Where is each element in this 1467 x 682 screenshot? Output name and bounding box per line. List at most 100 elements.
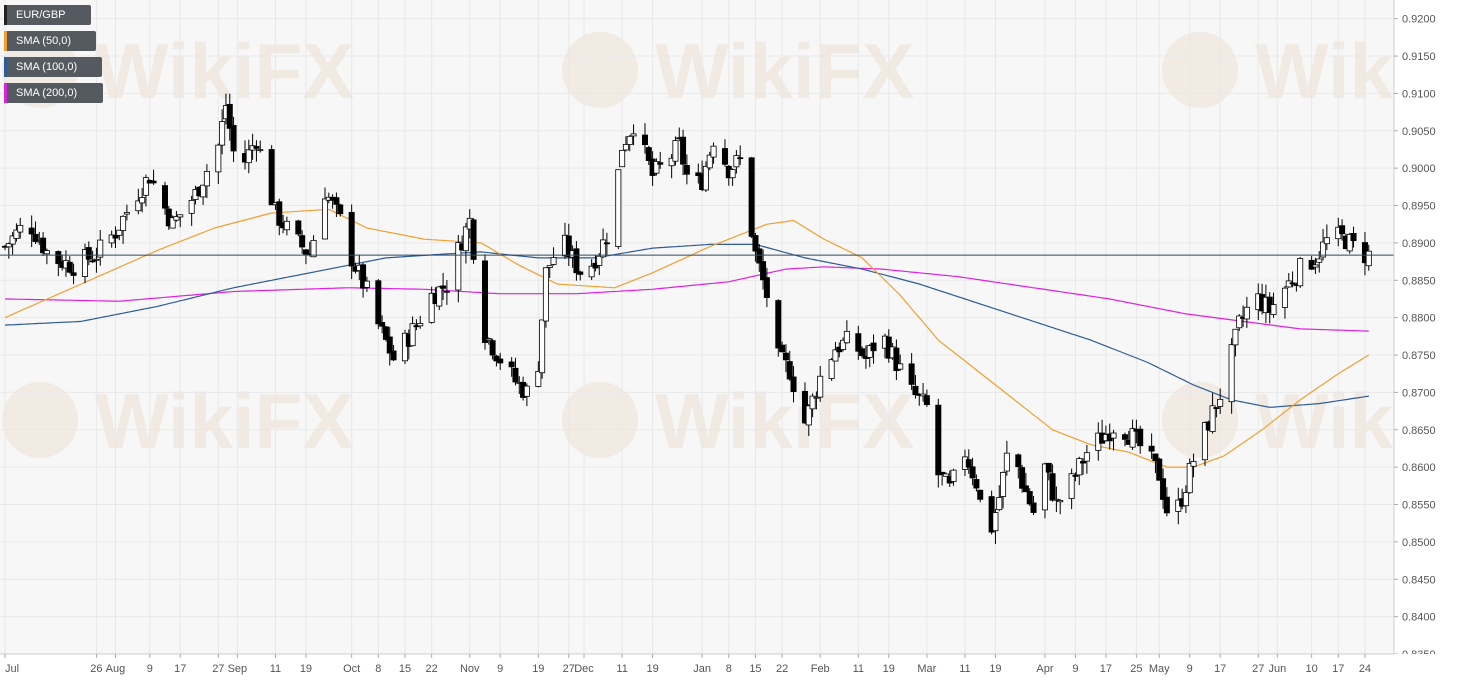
candle-body xyxy=(1346,233,1353,252)
candle-body xyxy=(135,200,142,212)
up-candle xyxy=(996,485,1003,512)
candle-body xyxy=(1312,264,1319,268)
down-candle xyxy=(302,249,309,265)
y-tick-label: 0.9200 xyxy=(1402,14,1436,26)
down-candle xyxy=(66,256,73,274)
watermark-logo-icon xyxy=(1162,32,1238,108)
up-candle xyxy=(5,242,12,259)
down-candle xyxy=(893,339,900,381)
candle-body xyxy=(1152,453,1159,461)
down-candle xyxy=(375,279,382,330)
candle-body xyxy=(779,344,786,353)
sma200-path xyxy=(5,266,1369,332)
candle-body xyxy=(299,235,306,248)
legend-sma200-label: SMA (200,0) xyxy=(16,87,78,99)
up-candle xyxy=(1041,462,1048,519)
x-axis-background xyxy=(0,654,1467,682)
up-candle xyxy=(93,247,100,273)
candle-body xyxy=(455,242,462,291)
candle-body xyxy=(1057,500,1064,503)
down-candle xyxy=(763,267,770,308)
candle-body xyxy=(1019,467,1026,489)
up-candle xyxy=(1232,328,1239,357)
candle-body xyxy=(977,489,984,500)
x-axis[interactable]: Jul 26 Aug 9 17 27 Sep 11 19 Oct 8 15 22 Nov 9 19 27 Dec 1… xyxy=(0,653,1467,682)
legend-symbol[interactable]: EUR/GBP xyxy=(4,5,91,25)
candle-body xyxy=(150,180,157,184)
down-candle xyxy=(32,221,39,244)
candle-body xyxy=(763,277,770,298)
y-axis[interactable]: 0.9200 0.9150 0.9100 0.9050 0.9000 0.8950 0.89… xyxy=(1393,0,1467,682)
candle-body xyxy=(1228,344,1235,403)
candle-body xyxy=(870,342,877,352)
candle-body xyxy=(253,146,260,149)
legend-sma100[interactable]: SMA (100,0) xyxy=(4,57,102,77)
x-tick-label: Aug xyxy=(106,663,126,675)
legend-sma50[interactable]: SMA (50,0) xyxy=(4,31,96,51)
y-tick-label: 0.9150 xyxy=(1402,51,1436,63)
down-candle xyxy=(489,338,496,360)
candle-body xyxy=(245,149,252,164)
x-tick-label: 27 xyxy=(1252,663,1264,675)
candle-body xyxy=(1297,258,1304,287)
up-candle xyxy=(706,151,713,171)
sma100-path xyxy=(4,243,1369,408)
up-candle xyxy=(668,154,675,179)
down-candle xyxy=(573,241,580,281)
up-candle xyxy=(321,187,328,240)
candle-body xyxy=(546,265,553,268)
up-candle xyxy=(1083,444,1090,474)
down-candle xyxy=(782,344,789,373)
down-candle xyxy=(923,389,930,407)
x-tick-label: 19 xyxy=(532,663,544,675)
up-candle xyxy=(626,135,633,152)
candle-body xyxy=(1137,428,1144,447)
candle-body xyxy=(493,355,500,362)
x-tick-label: Jan xyxy=(693,663,711,675)
up-candle xyxy=(116,229,123,241)
candle-body xyxy=(832,349,839,362)
candle-body xyxy=(1350,232,1357,242)
candle-body xyxy=(680,136,687,165)
up-candle xyxy=(108,230,115,248)
down-candle xyxy=(1163,487,1170,517)
candle-body xyxy=(169,217,176,229)
up-candle xyxy=(283,216,290,236)
down-candle xyxy=(977,489,984,503)
x-tick-label: 8 xyxy=(375,663,381,675)
down-candle xyxy=(973,474,980,492)
candle-body xyxy=(428,292,435,323)
candle-body xyxy=(1320,241,1327,258)
candle-body xyxy=(97,239,104,258)
x-tick-label: 27 xyxy=(212,663,224,675)
down-candle xyxy=(382,325,389,342)
down-candle xyxy=(230,116,237,163)
up-candle xyxy=(13,223,20,242)
candle-body xyxy=(489,340,496,356)
candle-body xyxy=(226,103,233,129)
down-candle xyxy=(276,198,283,236)
down-candle xyxy=(390,344,397,362)
candle-body xyxy=(1186,462,1193,494)
candle-body xyxy=(1072,474,1079,477)
candle-body xyxy=(382,326,389,340)
down-candle xyxy=(386,326,393,366)
watermark-logo-icon xyxy=(1162,382,1238,458)
down-candle xyxy=(1019,464,1026,493)
up-candle xyxy=(622,136,629,152)
candle-body xyxy=(188,200,195,214)
x-tick-label: 19 xyxy=(883,663,895,675)
x-tick-label: 25 xyxy=(1130,663,1142,675)
up-candle xyxy=(120,215,127,244)
legend-sma200[interactable]: SMA (200,0) xyxy=(4,83,103,103)
x-tick-label: 9 xyxy=(1187,663,1193,675)
candle-body xyxy=(805,405,812,426)
candle-body xyxy=(855,333,862,352)
legend-sma200-swatch xyxy=(4,83,7,103)
candle-body xyxy=(908,363,915,385)
candle-body xyxy=(1045,462,1052,473)
down-candle xyxy=(40,232,47,256)
up-candle xyxy=(710,142,717,164)
up-candle xyxy=(142,174,149,207)
